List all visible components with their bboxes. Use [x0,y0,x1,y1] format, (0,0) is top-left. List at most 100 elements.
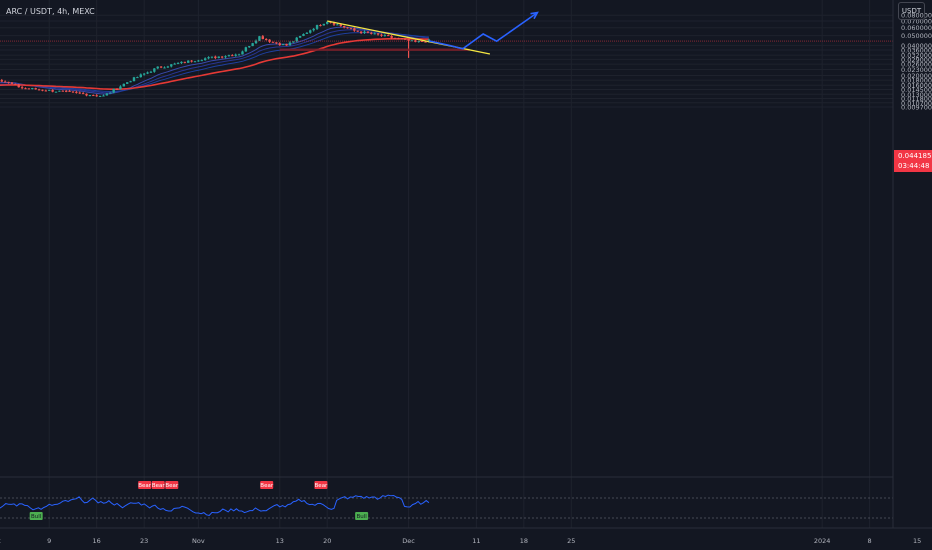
candle-body [10,82,14,84]
rsi-bear-label: Bear [138,483,152,489]
price-tick-label: 0.020000 [901,72,932,80]
price-tick-label: 0.014500 [901,86,932,94]
ema-slow-line [0,32,429,93]
candle-body [397,38,400,40]
candle-body [159,66,163,68]
candle-body [278,43,281,46]
candle-body [132,77,136,82]
candle-body [122,83,126,87]
candle-body [265,39,268,41]
rsi-bull-label: Bull [356,514,367,520]
time-tick-label: 13 [276,537,284,545]
candle-body [136,77,139,79]
symbol-title[interactable]: ARC / USDT, 4h, MEXC [6,7,95,16]
candle-body [166,66,170,68]
price-axis-bg [893,0,932,528]
rsi-bear-label-bg [260,481,274,489]
candle-body [71,91,75,93]
price-tick-label: 0.029000 [901,56,932,64]
candle-body [3,81,7,83]
candle-body [119,86,122,90]
currency-button[interactable]: USDT [898,2,925,20]
candle-body [129,81,132,83]
candle-body [417,41,420,43]
candle-body [298,35,302,38]
candle-body [356,30,359,32]
candle-body [41,89,44,91]
rsi-bull-label: Bull [31,514,42,520]
time-tick-label: Dec [402,537,415,545]
candle-body [231,55,234,57]
candle-body [214,56,217,58]
candle-body [393,37,397,39]
candle-body [153,68,156,72]
time-tick-label: 20 [323,537,331,545]
time-tick-label: 18 [520,537,528,545]
rsi-bear-label: Bear [152,483,166,489]
candle-body [349,28,353,30]
candle-body [241,51,244,55]
candle-body [92,95,95,97]
candle-body [180,61,183,64]
candle-body [68,90,71,92]
candle-body [285,43,288,46]
price-tick-label: 0.036000 [901,46,932,54]
candle-body [322,23,326,26]
candle-body [244,47,248,52]
candle-body [163,67,166,69]
projection-path [428,11,538,50]
candle-body [295,37,298,42]
candle-body [149,71,153,73]
time-tick-label: 15 [913,537,921,545]
candle-body [139,74,142,78]
time-tick-label: 2024 [814,537,831,545]
drawings [0,11,893,55]
candle-body [224,56,227,58]
price-tick-label: 0.010700 [901,99,932,107]
candle-body [203,58,207,61]
candle-body [7,81,10,83]
candle-body [346,27,349,29]
candle-body [105,93,109,96]
candle-body [20,87,24,89]
price-tick-label: 0.018000 [901,77,932,85]
candle-body [102,95,105,97]
candle-body [251,43,254,47]
candle-body [217,56,220,58]
candle-body [207,57,210,59]
price-tick-label: 0.060000 [901,24,932,32]
price-tick-label: 0.011800 [901,95,932,103]
candle-body [302,33,305,36]
candle-body [146,72,149,74]
candle-body [115,88,119,90]
rsi-bear-label-bg [165,481,179,489]
candle-body [281,43,285,46]
candle-body [342,26,346,28]
candle-body [176,63,180,65]
candle-body [366,31,370,33]
candle-body [309,30,312,33]
time-tick-label: Oct [0,537,1,545]
time-tick-label: 16 [93,537,101,545]
rsi-pane: BearBearBearBearBearBullBull80.0040.00 [0,476,932,520]
candle-body [258,36,261,41]
projection-arrowhead [530,11,539,20]
candle-body [54,91,58,93]
time-tick-label: Nov [192,537,205,545]
time-tick-label: 25 [567,537,575,545]
candle-body [390,35,393,38]
rsi-bull-label-bg [355,512,369,520]
rsi-bear-label-bg [151,481,165,489]
time-axis[interactable]: 111812:00Oct91623Nov1320Dec1118252024815 [0,527,932,545]
current-price-label: 0.044185 03:44:48 [894,150,932,172]
candle-body [248,46,251,48]
price-tick-label: 0.013000 [901,91,932,99]
candle-body [339,24,342,27]
candle-body [187,60,190,63]
candlesticks [0,20,431,97]
candle-body [170,64,173,67]
candle-body [326,21,329,24]
candle-body [31,88,34,90]
